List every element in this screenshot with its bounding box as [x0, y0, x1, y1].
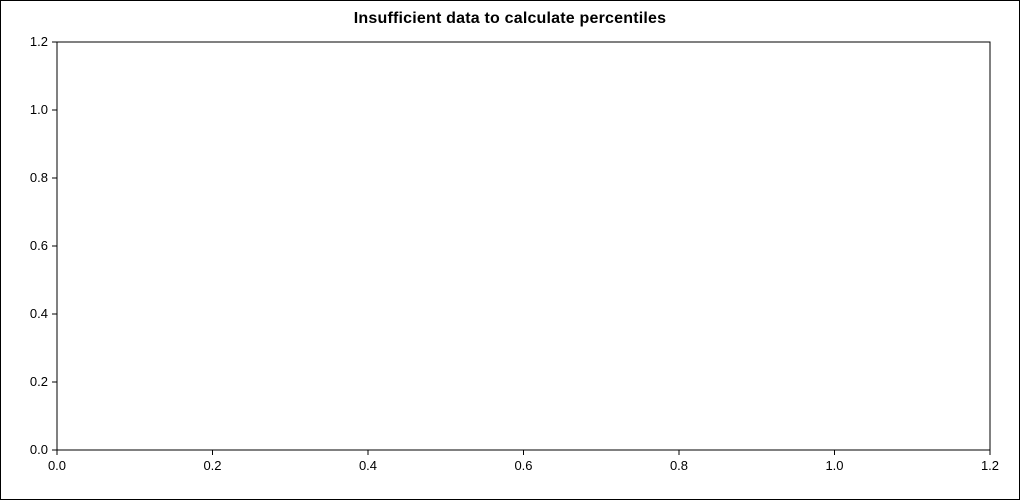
y-tick-label: 0.2 — [30, 374, 48, 389]
x-tick-label: 0.4 — [359, 458, 377, 473]
y-tick-label: 1.2 — [30, 34, 48, 49]
x-tick-label: 0.6 — [514, 458, 532, 473]
plot-frame — [56, 41, 991, 451]
y-tick-label: 0.4 — [30, 306, 48, 321]
x-tick-label: 0.0 — [48, 458, 66, 473]
y-tick-label: 0.0 — [30, 442, 48, 457]
x-tick-label: 1.2 — [981, 458, 999, 473]
y-tick-label: 0.8 — [30, 170, 48, 185]
x-tick-label: 1.0 — [825, 458, 843, 473]
x-tick-label: 0.2 — [203, 458, 221, 473]
y-tick-label: 1.0 — [30, 102, 48, 117]
chart-title: Insufficient data to calculate percentil… — [353, 10, 667, 27]
x-tick-label: 0.8 — [670, 458, 688, 473]
y-tick-label: 0.6 — [30, 238, 48, 253]
